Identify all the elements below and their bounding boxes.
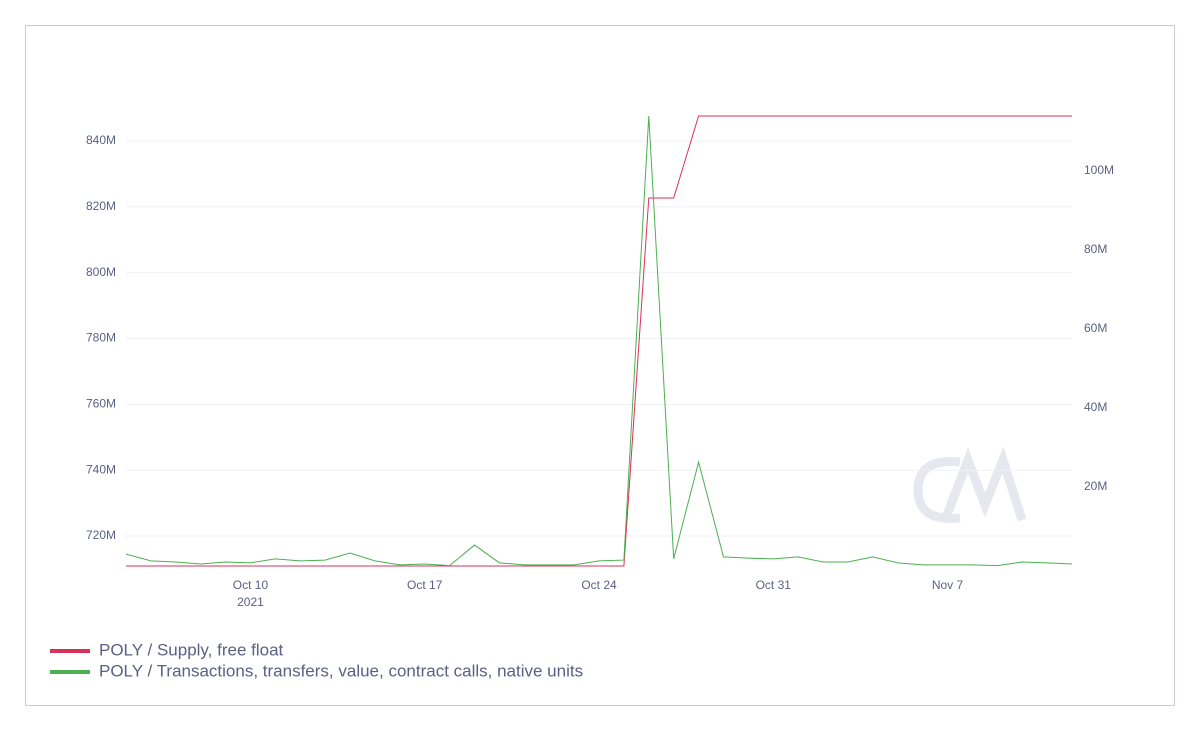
x-tick-sublabel: 2021 [237,595,264,609]
y2-tick-label: 100M [1084,163,1114,177]
x-tick-label: Nov 7 [932,578,964,592]
y-tick-label: 720M [86,528,116,542]
legend-label: POLY / Supply, free float [99,640,284,659]
y-tick-label: 840M [86,133,116,147]
y2-tick-label: 80M [1084,242,1107,256]
series-line [126,115,1072,567]
y-tick-label: 780M [86,331,116,345]
x-tick-label: Oct 10 [233,578,269,592]
frame [25,25,1175,706]
y-tick-label: 820M [86,199,116,213]
watermark [913,446,1027,523]
legend-label: POLY / Transactions, transfers, value, c… [99,661,583,680]
y2-tick-label: 40M [1084,400,1107,414]
series-line [125,115,1073,567]
y2-tick-label: 20M [1084,479,1107,493]
y-tick-label: 800M [86,265,116,279]
x-tick-label: Oct 31 [756,578,792,592]
y2-tick-label: 60M [1084,321,1107,335]
y-tick-label: 740M [86,462,116,476]
x-tick-label: Oct 17 [407,578,443,592]
x-tick-label: Oct 24 [581,578,617,592]
y-tick-label: 760M [86,397,116,411]
